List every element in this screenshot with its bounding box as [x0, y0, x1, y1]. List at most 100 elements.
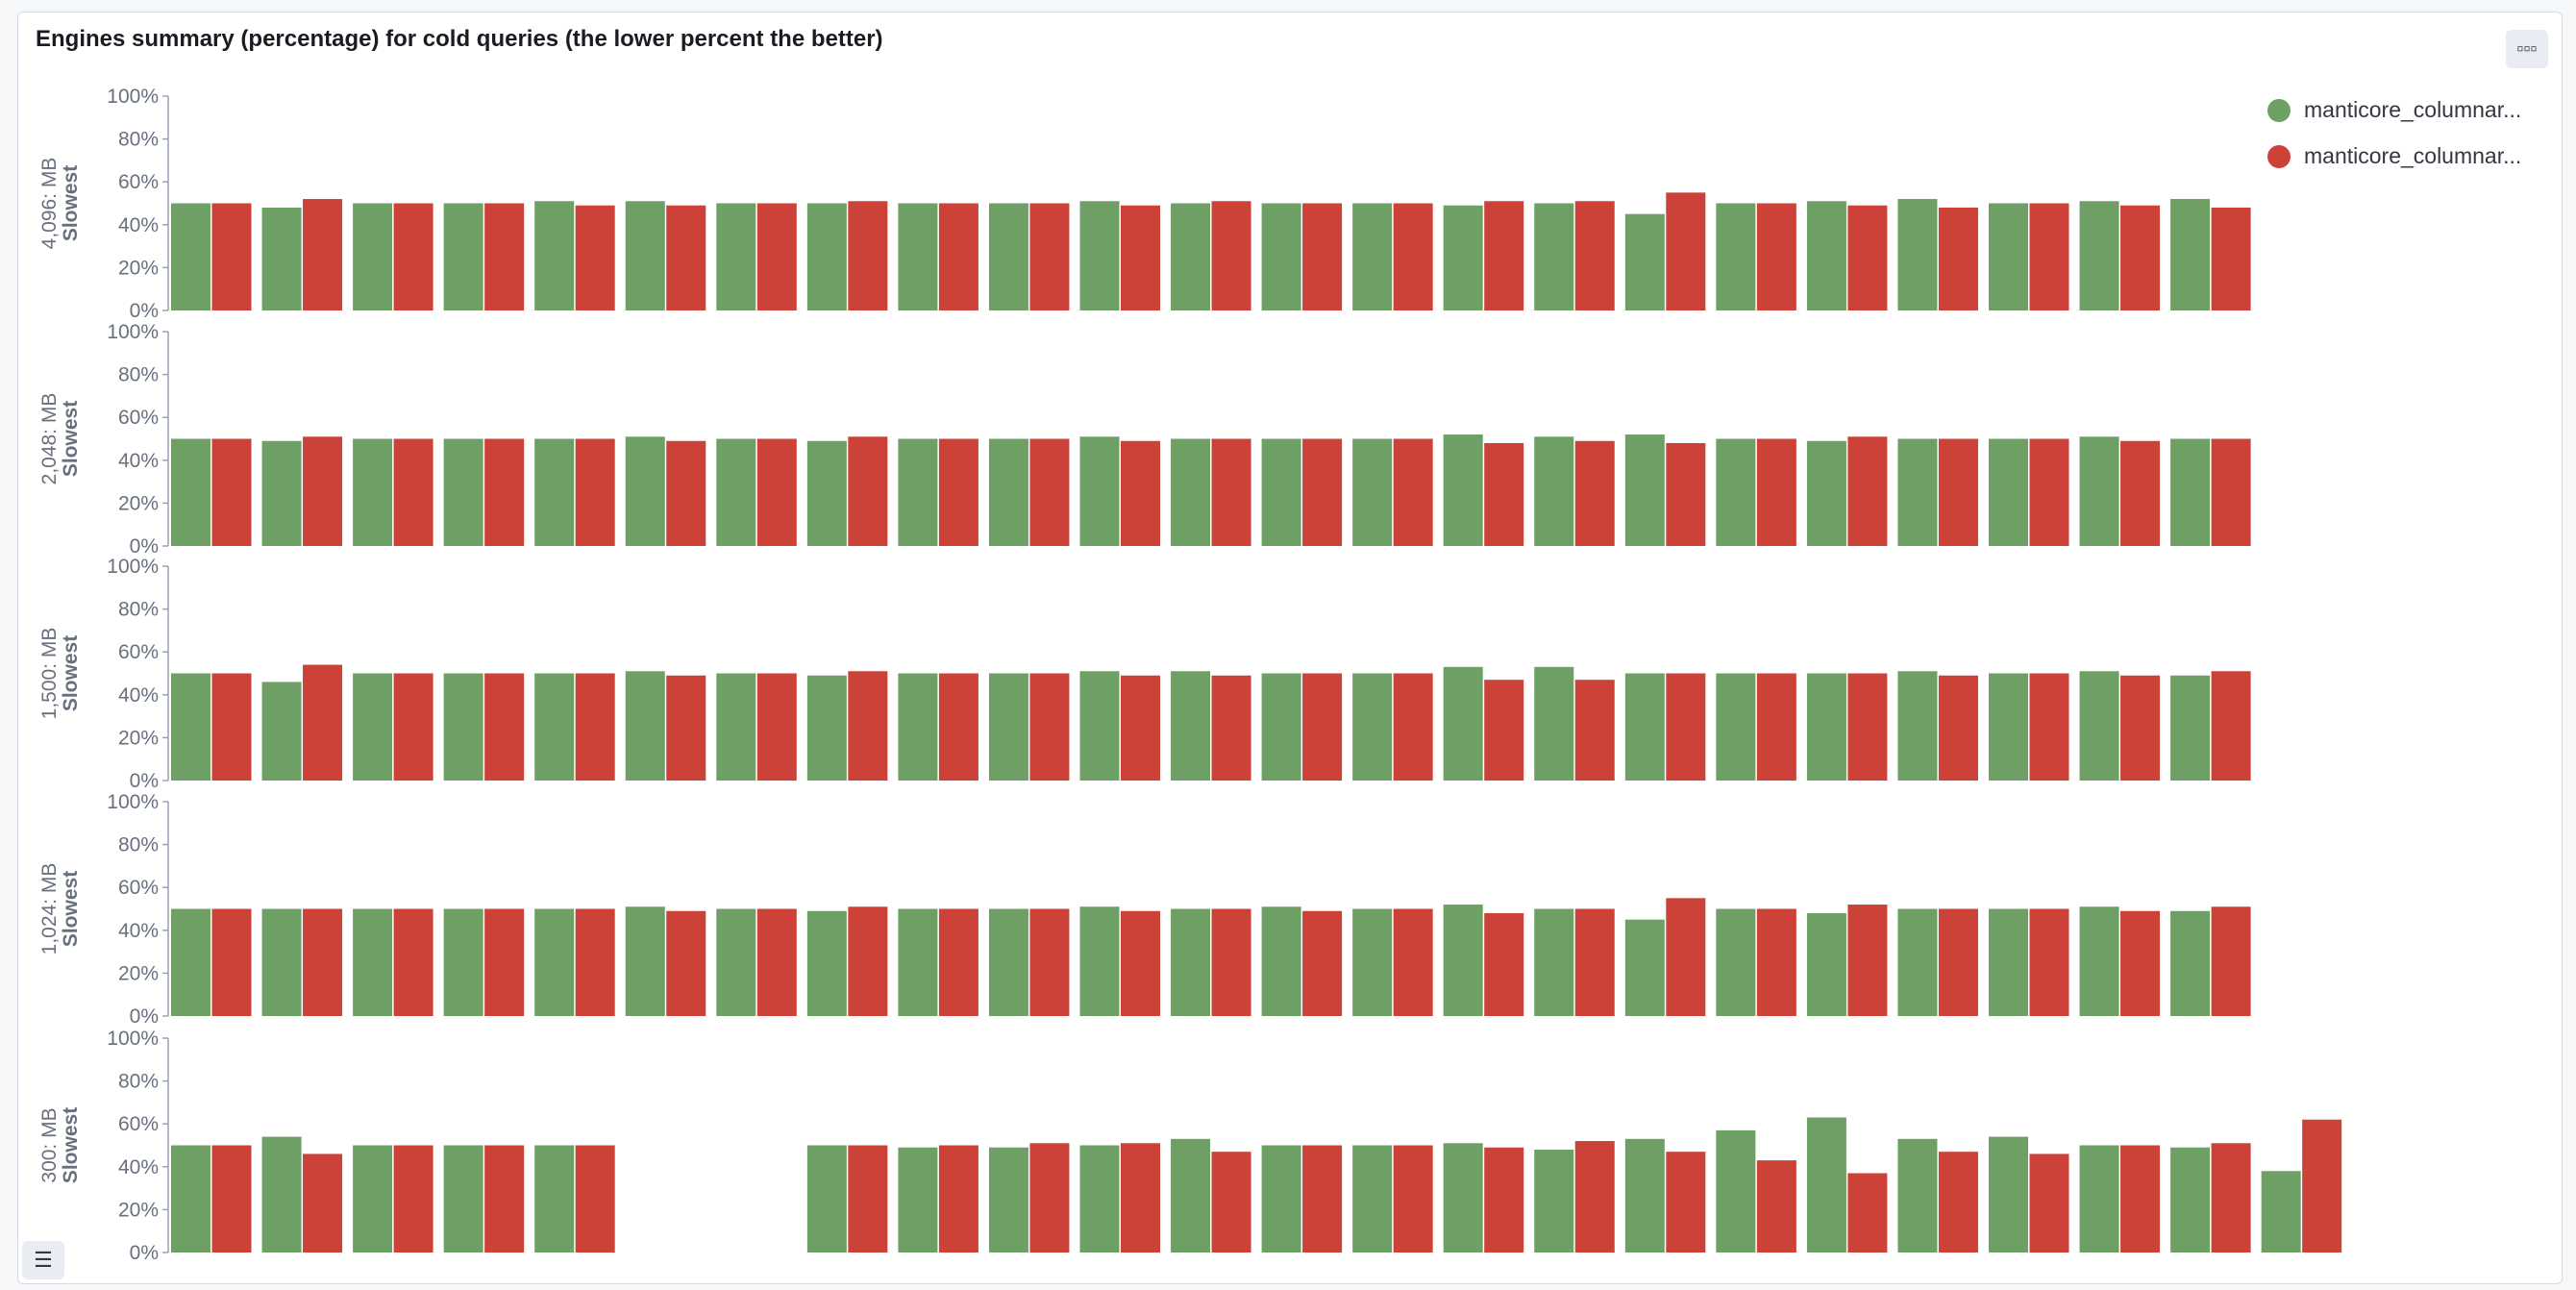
y-axis-label: 4,096: MB [38, 158, 61, 250]
bar [1666, 673, 1706, 781]
y-axis-label: 1,024: MB [38, 863, 61, 955]
bar [1121, 910, 1160, 1016]
bar [1352, 673, 1393, 781]
bar [756, 203, 797, 310]
bar [1666, 898, 1706, 1016]
y-axis-label-bold: Slowest [60, 871, 82, 947]
bar [625, 201, 665, 310]
bar [1484, 201, 1524, 310]
bar [1211, 438, 1251, 546]
bar [716, 673, 756, 781]
bar [1261, 203, 1301, 310]
bar [1989, 203, 2028, 310]
bar [1989, 673, 2028, 781]
y-tick-label: 40% [118, 1156, 159, 1178]
legend-item-series-2[interactable]: manticore_columnar... [2267, 143, 2521, 169]
bar [1484, 680, 1524, 781]
panel-options-button[interactable]: ▫▫▫ [2506, 30, 2548, 68]
bar [575, 205, 615, 310]
bar [1352, 908, 1393, 1016]
bar [666, 910, 706, 1016]
y-axis-label: 2,048: MB [38, 393, 61, 485]
bar [2261, 1171, 2301, 1253]
legend-swatch-green [2267, 98, 2291, 122]
bar [575, 673, 615, 781]
bar [2170, 199, 2211, 310]
bar [1484, 1147, 1524, 1253]
bar [171, 203, 211, 310]
bar [2170, 910, 2211, 1016]
bar [898, 673, 938, 781]
bar [484, 908, 525, 1016]
bar [1897, 438, 1938, 546]
bar [1443, 666, 1483, 781]
bar [211, 673, 252, 781]
bar [1171, 671, 1211, 781]
bar [806, 1145, 847, 1253]
bar [1211, 1152, 1251, 1253]
bar [2029, 673, 2069, 781]
bar [443, 673, 483, 781]
options-icon: ▫▫▫ [2516, 37, 2538, 60]
bar [1079, 671, 1120, 781]
bar [1443, 1143, 1483, 1253]
y-tick-label: 20% [118, 257, 159, 279]
bar [443, 908, 483, 1016]
bar [303, 436, 343, 546]
bar [171, 908, 211, 1016]
bar [2120, 910, 2161, 1016]
bar [666, 675, 706, 781]
bar [443, 1145, 483, 1253]
bar [2170, 438, 2211, 546]
chart-1: 100% 80% 60% 40% 20% 0% 4,096: MB Slowest [38, 86, 2251, 322]
bar [1534, 908, 1574, 1016]
bar [484, 1145, 525, 1253]
bar [484, 203, 525, 310]
legend-item-series-1[interactable]: manticore_columnar... [2267, 97, 2521, 123]
bar [1624, 213, 1665, 310]
bar [211, 438, 252, 546]
bar [1171, 203, 1211, 310]
bar [1897, 908, 1938, 1016]
bar [1261, 673, 1301, 781]
bar [898, 908, 938, 1016]
bar [1029, 673, 1070, 781]
y-tick-label: 0% [130, 1005, 159, 1028]
bar [1624, 1138, 1665, 1253]
bar [1716, 908, 1756, 1016]
bar [1716, 1129, 1756, 1253]
bar [534, 438, 575, 546]
legend-toggle-button[interactable]: ☰ [22, 1241, 64, 1279]
bar [1534, 436, 1574, 546]
bar [1029, 1143, 1070, 1253]
bar [2079, 906, 2119, 1016]
y-tick-label: 0% [130, 770, 159, 792]
bar [1121, 440, 1160, 546]
bar [1938, 207, 1978, 310]
y-axis-label-bold: Slowest [60, 1107, 82, 1183]
bar [848, 671, 888, 781]
bar [1302, 910, 1343, 1016]
y-tick-label: 20% [118, 727, 159, 749]
bar [1302, 673, 1343, 781]
y-tick-label: 60% [118, 877, 159, 899]
bar [756, 438, 797, 546]
bar [393, 908, 433, 1016]
bar [2120, 1145, 2161, 1253]
bar [1171, 438, 1211, 546]
bar [261, 682, 302, 781]
bar [1079, 1145, 1120, 1253]
legend-label: manticore_columnar... [2304, 97, 2522, 122]
bar [1393, 203, 1433, 310]
bar [988, 908, 1028, 1016]
bar [1716, 438, 1756, 546]
y-tick-label: 80% [118, 599, 159, 621]
y-tick-label: 80% [118, 129, 159, 151]
y-tick-label: 0% [130, 300, 159, 322]
bar [353, 673, 393, 781]
bar [534, 673, 575, 781]
bar [171, 438, 211, 546]
y-tick-label: 100% [107, 1028, 159, 1050]
bar [1756, 673, 1796, 781]
bar [1806, 201, 1846, 310]
